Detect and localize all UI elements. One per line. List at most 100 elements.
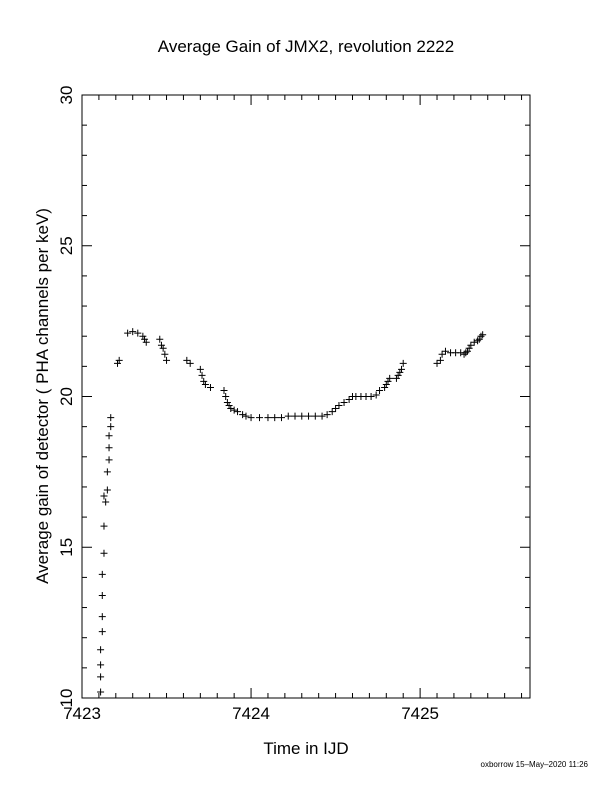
data-point bbox=[98, 628, 106, 636]
data-point bbox=[396, 368, 404, 376]
data-point bbox=[222, 393, 230, 400]
data-point bbox=[230, 406, 238, 414]
data-point bbox=[436, 356, 444, 364]
y-tick-label: 15 bbox=[57, 538, 76, 557]
data-point bbox=[97, 646, 105, 654]
data-point bbox=[105, 444, 113, 452]
data-point bbox=[247, 414, 255, 422]
data-point bbox=[392, 374, 400, 382]
data-point bbox=[242, 412, 250, 420]
data-point bbox=[433, 359, 441, 367]
x-tick-label: 7423 bbox=[63, 704, 101, 723]
data-point bbox=[372, 391, 380, 399]
data-point bbox=[382, 380, 390, 388]
data-point bbox=[156, 335, 164, 343]
data-points bbox=[97, 328, 487, 696]
data-point bbox=[141, 335, 149, 343]
x-tick-label: 7424 bbox=[232, 704, 270, 723]
data-point bbox=[139, 332, 147, 340]
data-point bbox=[206, 383, 214, 391]
data-point bbox=[161, 350, 169, 358]
y-tick-label: 10 bbox=[57, 689, 76, 708]
data-point bbox=[328, 408, 336, 416]
y-tick-label: 30 bbox=[57, 86, 76, 105]
axis-ticks: 7423 7424 7425 10 15 20 25 30 bbox=[57, 86, 530, 723]
data-point bbox=[200, 377, 208, 385]
data-point bbox=[335, 402, 343, 410]
data-point bbox=[284, 412, 292, 420]
data-point bbox=[477, 332, 485, 340]
data-point bbox=[367, 393, 375, 400]
data-point bbox=[105, 432, 113, 440]
data-point bbox=[399, 359, 407, 367]
data-point bbox=[98, 591, 106, 599]
data-point bbox=[239, 411, 247, 419]
data-point bbox=[100, 549, 108, 557]
data-point bbox=[105, 456, 113, 464]
data-point bbox=[163, 356, 171, 364]
data-point bbox=[103, 486, 111, 494]
data-point bbox=[271, 414, 279, 422]
data-point bbox=[227, 405, 235, 413]
data-point bbox=[220, 386, 228, 394]
data-point bbox=[223, 399, 231, 407]
data-point bbox=[159, 344, 167, 352]
data-point bbox=[441, 347, 449, 355]
data-point bbox=[463, 347, 471, 355]
y-tick-label: 25 bbox=[57, 236, 76, 255]
data-point bbox=[115, 356, 123, 364]
data-point bbox=[462, 349, 470, 357]
data-point bbox=[114, 359, 122, 367]
data-point bbox=[102, 498, 110, 506]
data-point bbox=[465, 344, 473, 352]
x-tick-label: 7425 bbox=[401, 704, 439, 723]
data-point bbox=[311, 412, 319, 420]
data-point bbox=[398, 365, 406, 373]
data-point bbox=[124, 329, 132, 337]
data-point bbox=[225, 402, 233, 410]
data-point bbox=[479, 331, 487, 339]
data-point bbox=[467, 341, 475, 349]
data-point bbox=[97, 661, 105, 669]
data-point bbox=[201, 380, 209, 388]
data-point bbox=[98, 613, 106, 621]
data-point bbox=[318, 412, 326, 420]
data-point bbox=[340, 399, 348, 407]
data-point bbox=[107, 423, 115, 431]
y-tick-label: 20 bbox=[57, 387, 76, 406]
data-point bbox=[475, 335, 483, 343]
data-point bbox=[384, 377, 392, 385]
data-point bbox=[376, 386, 384, 394]
data-point bbox=[291, 412, 299, 420]
data-point bbox=[142, 338, 150, 346]
y-axis-label: Average gain of detector ( PHA channels … bbox=[33, 208, 52, 584]
data-point bbox=[474, 337, 482, 345]
data-point bbox=[198, 371, 206, 379]
data-point bbox=[134, 329, 142, 337]
data-point bbox=[394, 371, 402, 379]
data-point bbox=[196, 365, 204, 373]
data-point bbox=[97, 673, 105, 681]
data-point bbox=[98, 570, 106, 578]
data-point bbox=[460, 350, 468, 358]
data-point bbox=[264, 414, 272, 422]
data-point bbox=[100, 492, 108, 500]
x-axis-label: Time in IJD bbox=[263, 739, 348, 758]
data-point bbox=[332, 405, 340, 413]
plot-frame bbox=[81, 94, 531, 699]
data-point bbox=[323, 411, 331, 419]
footer-credit: oxborrow 15–May–2020 11:26 bbox=[481, 760, 589, 769]
data-point bbox=[298, 412, 306, 420]
data-point bbox=[103, 468, 111, 476]
data-point bbox=[129, 328, 137, 336]
data-point bbox=[381, 383, 389, 391]
data-point bbox=[256, 414, 264, 422]
data-point bbox=[157, 341, 165, 349]
data-point bbox=[470, 338, 478, 346]
data-point bbox=[345, 396, 353, 404]
data-point bbox=[100, 522, 108, 530]
data-point bbox=[386, 374, 394, 382]
data-point bbox=[234, 408, 242, 416]
data-point bbox=[183, 356, 191, 364]
